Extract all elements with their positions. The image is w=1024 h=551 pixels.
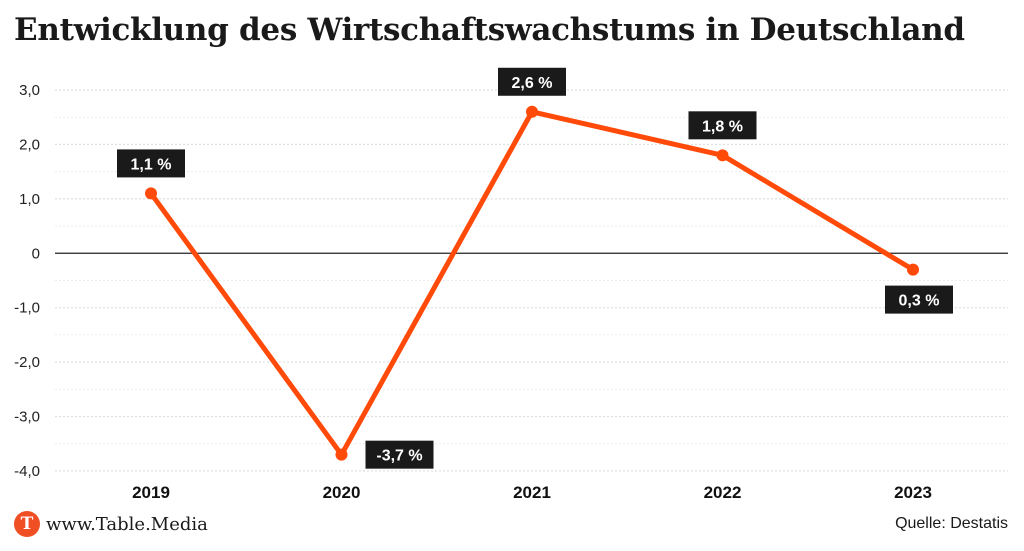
data-point [716,149,729,162]
data-label: 1,1 % [117,149,185,178]
data-label: 2,6 % [498,67,566,96]
data-point [145,187,157,200]
data-label: -3,7 % [365,440,434,469]
data-label: 1,8 % [688,111,757,140]
data-point [907,263,919,276]
data-label-box [885,285,953,314]
data-label: 0,3 % [885,285,953,314]
data-label-text: 0,3 % [899,293,940,310]
y-tick-label: 2,0 [19,136,40,153]
y-axis: 3,0 2,0 1,0 0 -1,0 -2,0 -3,0 -4,0 [14,82,40,480]
x-tick-label: 2023 [894,483,932,502]
grid-lines [55,89,1008,472]
x-tick-label: 2019 [132,483,170,502]
y-tick-label: 3,0 [19,82,40,99]
data-label-text: 2,6 % [512,75,553,92]
y-tick-label: -2,0 [14,354,40,371]
data-point [526,105,538,118]
data-label-box [365,440,434,469]
data-label-text: -3,7 % [376,448,422,465]
source-note: Quelle: Destatis [895,515,1008,532]
series-path [148,109,916,458]
data-label-box [117,149,185,178]
data-label-box [688,111,757,140]
y-tick-label: -3,0 [14,409,40,426]
data-label-text: 1,1 % [131,156,172,173]
x-tick-label: 2020 [323,483,361,502]
y-tick-label: 1,0 [19,191,40,208]
y-tick-label: -1,0 [14,300,40,317]
table-media-logo-icon: T [14,511,40,537]
brand-footer[interactable]: T www.Table.Media [14,511,208,537]
data-label-box [498,67,566,96]
data-label-text: 1,8 % [702,118,743,135]
series-line [145,105,919,461]
brand-url[interactable]: www.Table.Media [46,513,208,535]
data-point [335,448,348,461]
x-tick-label: 2022 [704,483,742,502]
y-tick-label: 0 [32,245,40,262]
data-labels: 1,1 % -3,7 % 2,6 % 1,8 % 0,3 % [117,67,953,469]
chart-title: Entwicklung des Wirtschaftswachstums in … [14,12,965,48]
y-tick-label: -4,0 [14,463,40,480]
x-tick-label: 2021 [513,483,551,502]
x-axis: 2019 2020 2021 2022 2023 [132,483,932,502]
